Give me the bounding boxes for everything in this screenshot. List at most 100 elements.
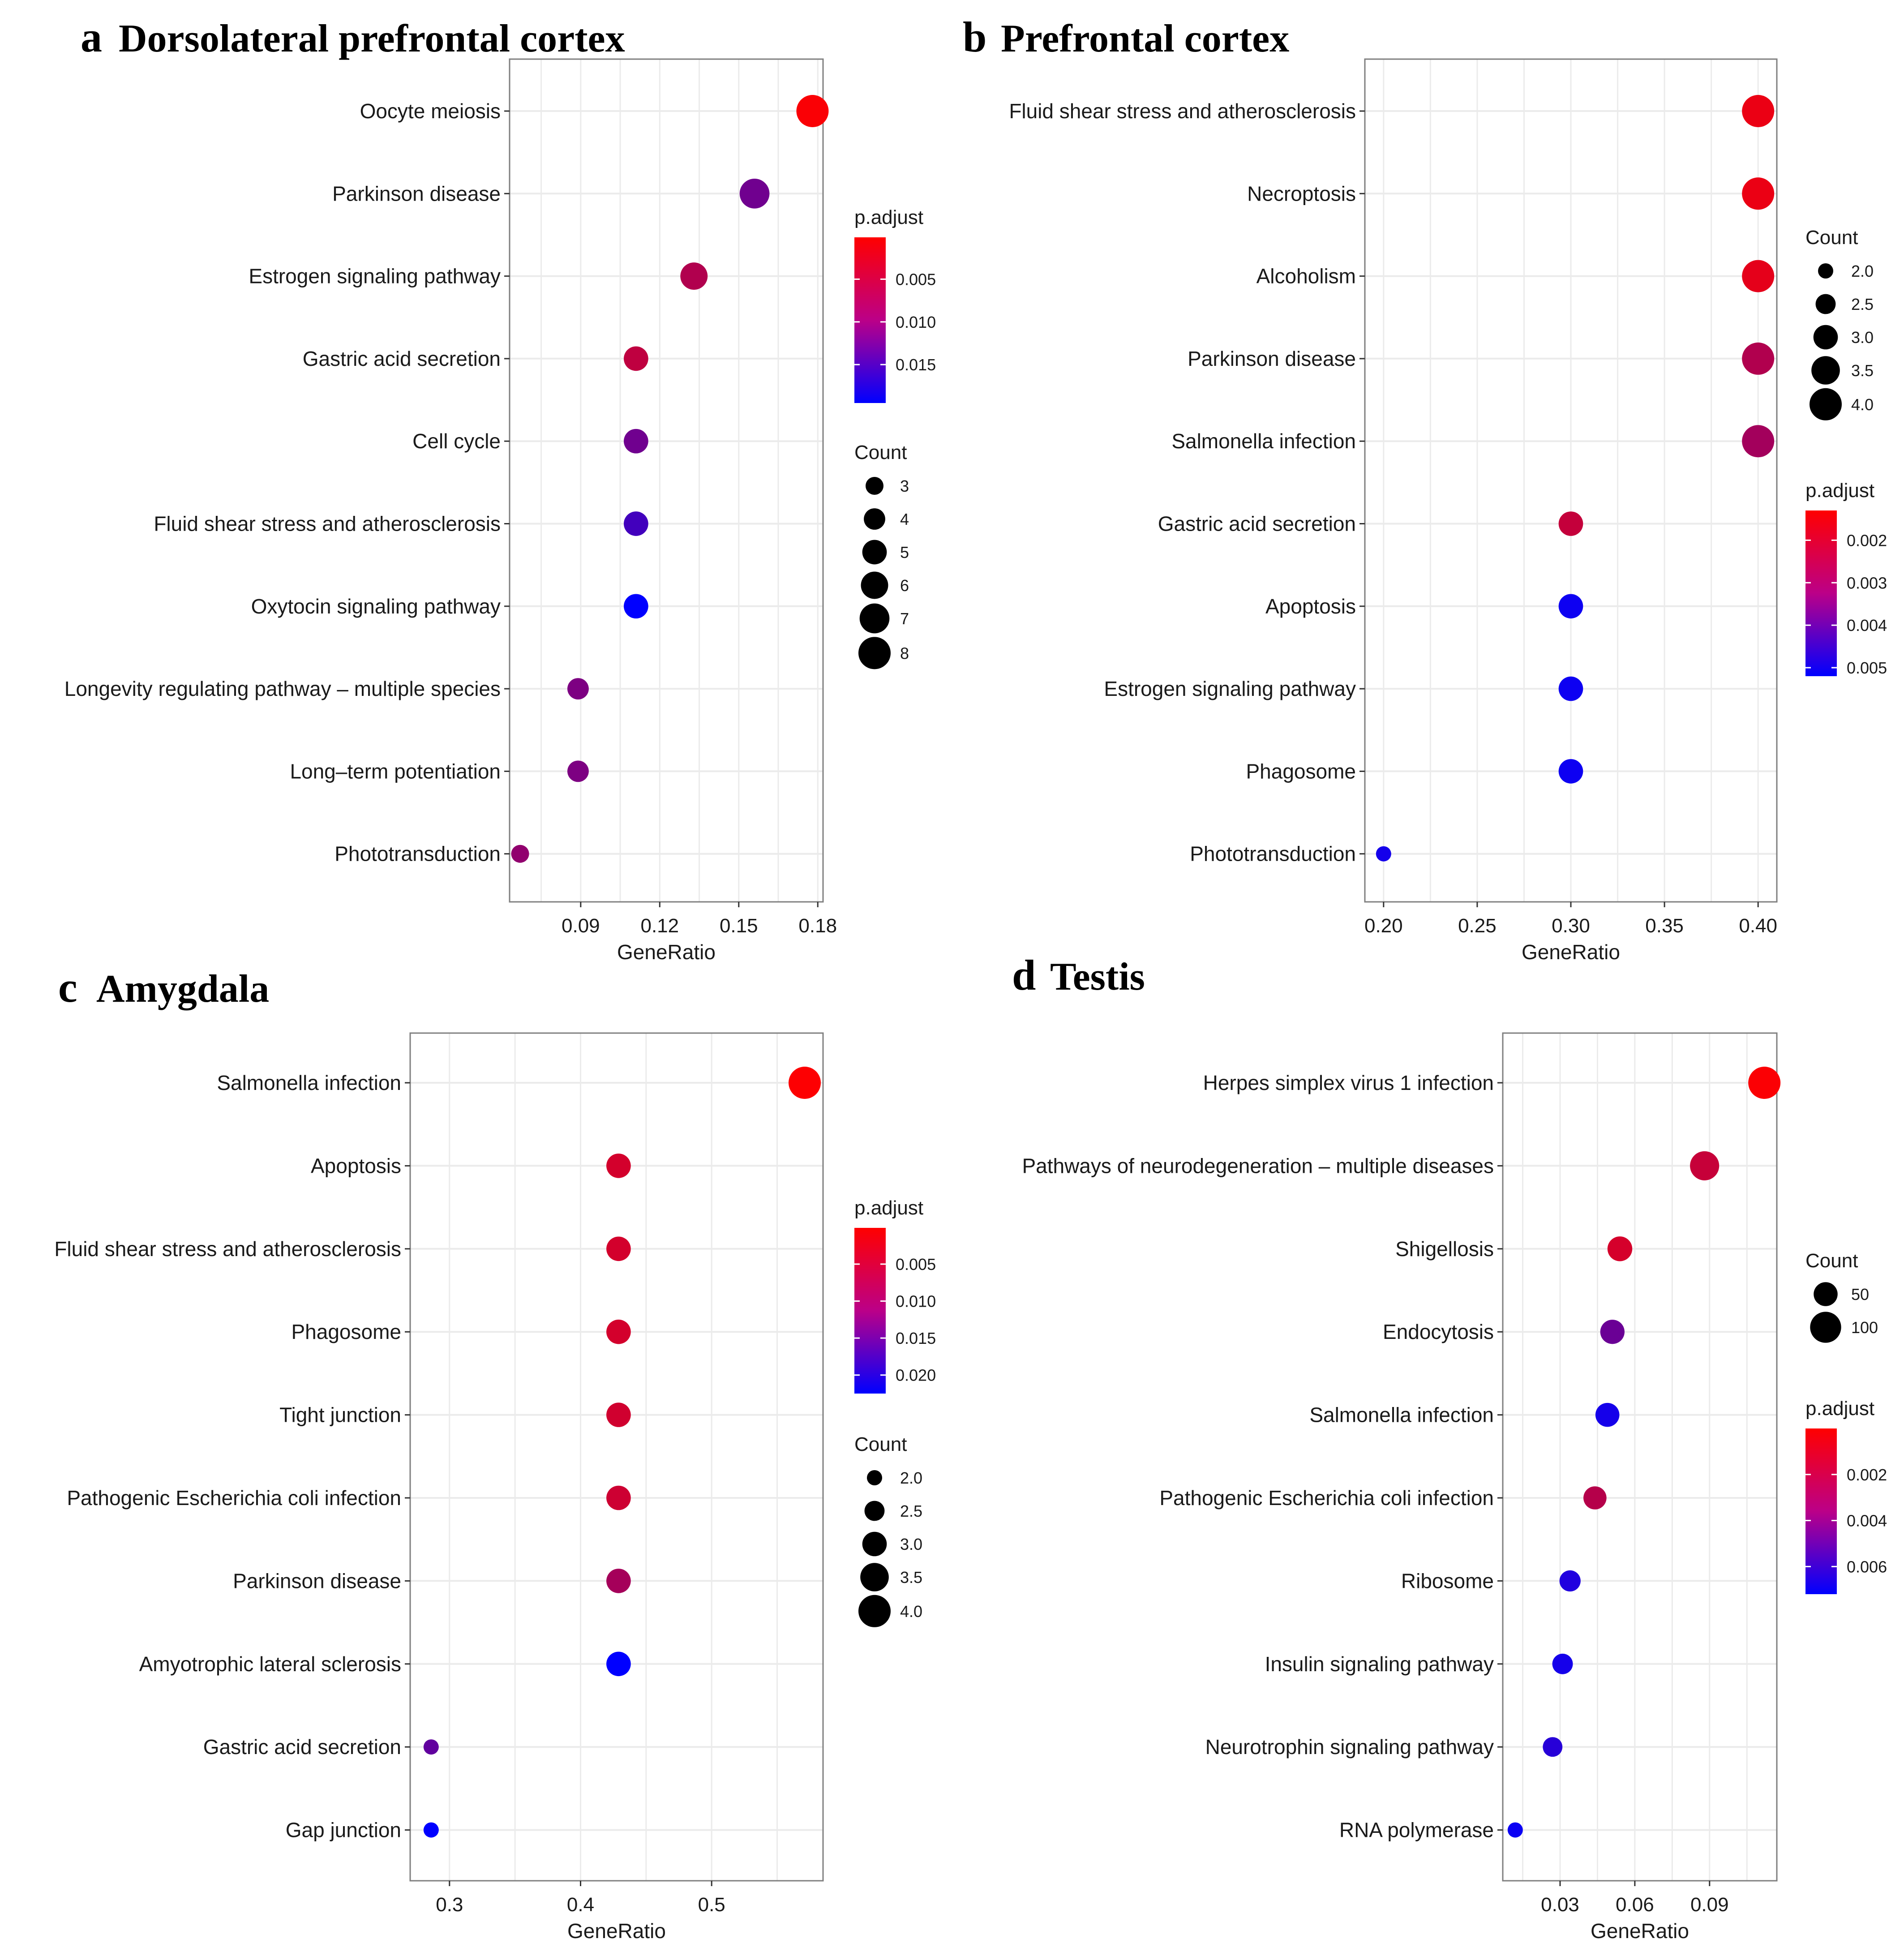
color-legend-label: 0.006 bbox=[1847, 1557, 1887, 1576]
point-long-term-potentiation bbox=[567, 760, 589, 782]
x-tick-label: 0.03 bbox=[1541, 1894, 1579, 1916]
y-tick-label: Shigellosis bbox=[1395, 1237, 1494, 1261]
y-tick-label: Oocyte meiosis bbox=[360, 99, 501, 123]
x-tick-label: 0.3 bbox=[436, 1894, 463, 1916]
point-apoptosis bbox=[606, 1154, 631, 1178]
y-tick-label: Estrogen signaling pathway bbox=[1104, 677, 1356, 700]
y-tick-label: RNA polymerase bbox=[1339, 1819, 1494, 1842]
x-tick-label: 0.09 bbox=[1690, 1894, 1729, 1916]
size-legend-dot bbox=[864, 1501, 885, 1521]
point-salmonella-infection bbox=[1595, 1403, 1620, 1427]
point-fluid-shear-stress-and-atherosclerosis bbox=[606, 1236, 631, 1261]
legend-title: Count bbox=[854, 1433, 907, 1455]
color-legend-label: 0.005 bbox=[896, 1255, 936, 1274]
color-legend-label: 0.005 bbox=[1847, 659, 1887, 677]
y-tick-label: Apoptosis bbox=[311, 1154, 401, 1177]
panel-title: Dorsolateral prefrontal cortex bbox=[119, 17, 625, 60]
panel-letter: b bbox=[963, 13, 986, 61]
panel-d: d Testis Herpes simplex virus 1 infection P… bbox=[1012, 951, 1887, 1943]
y-tick-label: Parkinson disease bbox=[332, 182, 501, 205]
point-parkinson-disease bbox=[739, 178, 770, 209]
y-tick-label: Pathogenic Escherichia coli infection bbox=[67, 1486, 401, 1510]
color-bar bbox=[854, 1228, 886, 1394]
y-tick-label: Ribosome bbox=[1401, 1569, 1494, 1592]
y-tick-label: Neurotrophin signaling pathway bbox=[1205, 1735, 1494, 1759]
point-tight-junction bbox=[606, 1403, 631, 1427]
size-legend-dot bbox=[1810, 388, 1842, 420]
size-legend-dot bbox=[859, 603, 890, 634]
legend-count: Count 2.0 2.5 3.0 3.5 4.0 bbox=[1805, 227, 1874, 420]
point-neurotrophin-signaling-pathway bbox=[1543, 1737, 1563, 1757]
size-legend-label: 100 bbox=[1851, 1318, 1878, 1337]
size-legend-label: 4 bbox=[900, 510, 909, 528]
size-legend-dot bbox=[858, 637, 891, 669]
y-tick-label: Longevity regulating pathway – multiple … bbox=[64, 677, 501, 700]
color-legend-label: 0.002 bbox=[1847, 1466, 1887, 1484]
plot-area bbox=[1503, 1033, 1777, 1881]
x-axis-title: GeneRatio bbox=[1591, 1919, 1689, 1943]
point-ribosome bbox=[1559, 1570, 1581, 1592]
size-legend-label: 3.0 bbox=[900, 1535, 922, 1553]
y-tick-label: Fluid shear stress and atherosclerosis bbox=[54, 1237, 401, 1261]
point-amyotrophic-lateral-sclerosis bbox=[606, 1651, 631, 1677]
point-pathogenic-escherichia-coli-infection bbox=[606, 1485, 631, 1510]
size-legend-dot bbox=[1811, 356, 1840, 385]
plot-frame bbox=[409, 1032, 824, 1882]
y-tick-label: Parkinson disease bbox=[1188, 347, 1356, 370]
size-legend-label: 2.0 bbox=[900, 1469, 922, 1487]
point-salmonella-infection bbox=[789, 1067, 821, 1099]
x-tick-label: 0.35 bbox=[1645, 915, 1684, 937]
x-tick-label: 0.15 bbox=[720, 915, 758, 937]
legend-count: Count 3 4 5 6 7 8 bbox=[854, 442, 909, 669]
y-tick-label: Apoptosis bbox=[1265, 595, 1356, 618]
y-tick-label: Oxytocin signaling pathway bbox=[251, 595, 501, 618]
point-phagosome bbox=[1558, 759, 1583, 784]
point-oocyte-meiosis bbox=[796, 95, 829, 127]
y-tick-label: Salmonella infection bbox=[217, 1071, 401, 1094]
size-legend-dot bbox=[864, 508, 885, 530]
point-parkinson-disease bbox=[1742, 342, 1775, 375]
plot-frame bbox=[509, 58, 824, 903]
legend-title: p.adjust bbox=[854, 1197, 923, 1219]
point-gastric-acid-secretion bbox=[423, 1739, 439, 1755]
legend-title: Count bbox=[1805, 227, 1858, 249]
y-tick-label: Fluid shear stress and atherosclerosis bbox=[154, 512, 501, 536]
size-legend-dot bbox=[862, 1531, 887, 1557]
size-legend-label: 2.0 bbox=[1851, 262, 1874, 280]
panel-title: Testis bbox=[1050, 955, 1145, 999]
point-insulin-signaling-pathway bbox=[1552, 1653, 1573, 1674]
panel-title: Amygdala bbox=[96, 967, 269, 1011]
point-longevity-regulating-pathway-multiple-species bbox=[567, 678, 589, 700]
legend-title: Count bbox=[854, 442, 907, 463]
size-legend-label: 5 bbox=[900, 543, 909, 562]
x-tick-label: 0.40 bbox=[1739, 915, 1777, 937]
color-legend-label: 0.015 bbox=[896, 1329, 936, 1347]
point-phototransduction bbox=[1376, 846, 1391, 862]
point-alcoholism bbox=[1742, 260, 1775, 292]
legend-p-adjust: p.adjust 0.002 0.003 0.004 0.005 bbox=[1805, 480, 1887, 677]
color-legend-label: 0.010 bbox=[896, 1292, 936, 1311]
y-tick-label: Gastric acid secretion bbox=[303, 347, 501, 370]
point-estrogen-signaling-pathway bbox=[1558, 676, 1583, 701]
y-tick-label: Cell cycle bbox=[412, 429, 501, 453]
point-herpes-simplex-virus-1-infection bbox=[1748, 1067, 1781, 1099]
y-tick-label: Phototransduction bbox=[1190, 842, 1356, 866]
point-shigellosis bbox=[1607, 1236, 1633, 1261]
size-legend-dot bbox=[1818, 263, 1833, 279]
x-axis-title: GeneRatio bbox=[567, 1919, 666, 1943]
size-legend-dot bbox=[862, 540, 887, 565]
y-tick-label: Amyotrophic lateral sclerosis bbox=[139, 1652, 401, 1676]
point-endocytosis bbox=[1600, 1320, 1625, 1344]
x-tick-label: 0.12 bbox=[640, 915, 679, 937]
point-pathogenic-escherichia-coli-infection bbox=[1583, 1486, 1607, 1510]
legend-title: p.adjust bbox=[1805, 480, 1874, 502]
size-legend-dot bbox=[1810, 1312, 1841, 1343]
y-tick-label: Salmonella infection bbox=[1309, 1403, 1494, 1427]
x-tick-label: 0.06 bbox=[1616, 1894, 1654, 1916]
x-tick-label: 0.20 bbox=[1364, 915, 1403, 937]
color-bar bbox=[854, 237, 886, 403]
point-estrogen-signaling-pathway bbox=[680, 262, 708, 290]
size-legend-dot bbox=[1815, 294, 1836, 314]
y-tick-label: Tight junction bbox=[279, 1403, 401, 1427]
